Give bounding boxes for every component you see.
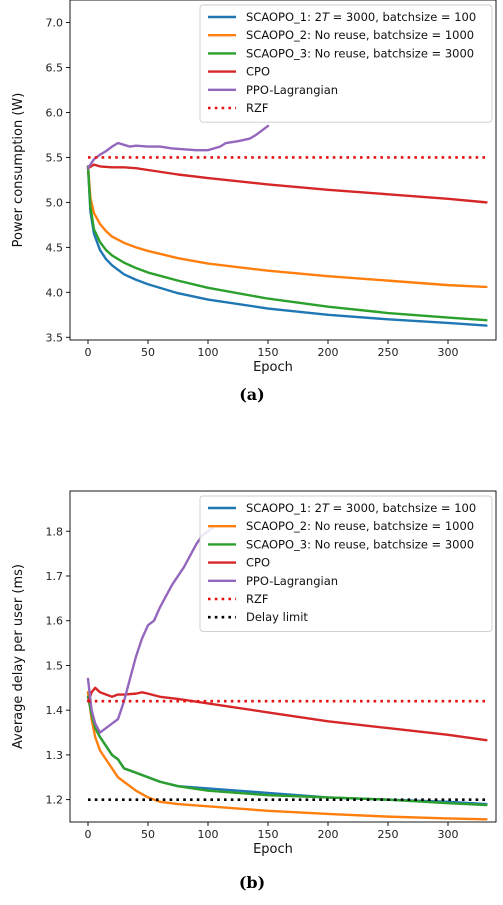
y-tick-label: 1.5	[46, 659, 64, 672]
x-tick-label: 250	[378, 828, 399, 841]
legend: SCAOPO_1: 2T = 3000, batchsize = 100 SCAO…	[199, 4, 493, 123]
legend-entry: SCAOPO_1: 2T = 3000, batchsize = 100	[246, 10, 476, 24]
y-axis-label: Average delay per user (ms)	[11, 564, 26, 749]
legend-entry: RZF	[246, 101, 268, 115]
x-tick-label: 150	[258, 346, 279, 359]
legend-entry: Delay limit	[246, 610, 308, 624]
legend-entry: SCAOPO_2: No reuse, batchsize = 1000	[246, 519, 474, 533]
x-tick-label: 200	[318, 828, 339, 841]
y-tick-label: 6.5	[46, 61, 64, 74]
series-line-scaopo-2	[86, 165, 488, 289]
y-tick-label: 4.5	[46, 241, 64, 254]
series-line-scaopo-1	[86, 691, 488, 806]
legend-box	[199, 495, 493, 632]
legend-entry: PPO-Lagrangian	[246, 574, 338, 588]
legend-entry: SCAOPO_2: No reuse, batchsize = 1000	[246, 28, 474, 42]
x-tick-label: 0	[85, 828, 92, 841]
series-line-scaopo-1	[86, 165, 488, 327]
series-line-cpo	[86, 163, 488, 204]
axes-frame	[69, 0, 497, 341]
x-axis-label: Epoch	[253, 360, 293, 375]
series-line-scaopo-2	[86, 691, 488, 821]
x-tick-label: 0	[85, 346, 92, 359]
y-tick-label: 5.0	[46, 196, 64, 209]
y-tick-label: 6.0	[46, 106, 64, 119]
x-tick-label: 300	[438, 828, 459, 841]
x-tick-label: 50	[141, 828, 155, 841]
y-tick-label: 1.4	[46, 704, 64, 717]
legend-entry: RZF	[246, 592, 268, 606]
y-tick-label: 1.8	[46, 525, 64, 538]
y-tick-label: 1.6	[46, 615, 64, 628]
y-tick-label: 1.7	[46, 570, 64, 583]
chart-b: 0 50 100 150 200 250 300 1.2 1.3 1.4 1.5 1.6 1.7 1.8 E…	[11, 490, 497, 892]
y-tick-label: 1.2	[46, 794, 64, 807]
plot-area	[86, 525, 488, 821]
y-tick-label: 4.0	[46, 286, 64, 299]
legend-entry: CPO	[246, 556, 270, 570]
y-tick-label: 1.3	[46, 749, 64, 762]
figure-caption: (a)	[239, 385, 265, 404]
x-axis-label: Epoch	[253, 842, 293, 857]
series-line-scaopo-3	[86, 695, 488, 807]
legend-entry: PPO-Lagrangian	[246, 83, 338, 97]
axes-frame	[69, 490, 497, 823]
y-tick-label: 3.5	[46, 331, 64, 344]
x-tick-label: 300	[438, 346, 459, 359]
series-line-ppo-lagrangian	[86, 525, 216, 734]
x-tick-label: 200	[318, 346, 339, 359]
plot-area	[86, 124, 488, 327]
series-line-cpo	[86, 686, 488, 742]
x-tick-label: 100	[198, 828, 219, 841]
legend: SCAOPO_1: 2T = 3000, batchsize = 100 SCAO…	[199, 495, 493, 632]
x-tick-label: 150	[258, 828, 279, 841]
series-line-ppo-lagrangian	[86, 124, 270, 170]
legend-entry: SCAOPO_1: 2T = 3000, batchsize = 100	[246, 501, 476, 515]
series-line-scaopo-3	[86, 165, 488, 322]
x-tick-label: 50	[141, 346, 155, 359]
legend-entry: SCAOPO_3: No reuse, batchsize = 3000	[246, 537, 474, 551]
legend-entry: SCAOPO_3: No reuse, batchsize = 3000	[246, 46, 474, 60]
legend-entry: CPO	[246, 65, 270, 79]
x-tick-label: 250	[378, 346, 399, 359]
x-tick-label: 100	[198, 346, 219, 359]
y-tick-label: 5.5	[46, 151, 64, 164]
chart-a: 0 50 100 150 200 250 300 3.5 4.0 4.5 5.0 5.5 6.0 6.5 7…	[11, 0, 497, 404]
y-tick-label: 7.0	[46, 16, 64, 29]
figure-caption: (b)	[239, 873, 265, 892]
y-axis-label: Power consumption (W)	[11, 93, 26, 248]
legend-box	[199, 4, 493, 123]
